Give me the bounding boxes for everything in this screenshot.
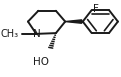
Text: CH₃: CH₃ [0, 29, 18, 39]
Text: F: F [93, 4, 98, 14]
Polygon shape [65, 20, 82, 23]
Text: HO: HO [33, 57, 49, 67]
Text: N: N [33, 29, 41, 39]
